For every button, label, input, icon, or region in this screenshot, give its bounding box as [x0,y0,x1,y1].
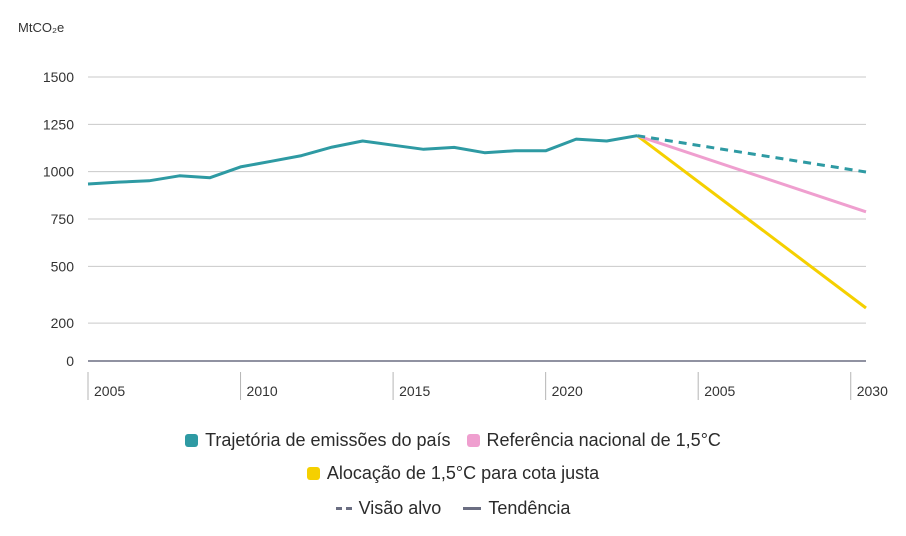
legend-row-2: Alocação de 1,5°C para cota justa [0,463,906,484]
y-tick-label: 1500 [43,69,74,85]
series-line-2 [636,134,867,214]
x-tick-label: 2005 [94,383,125,399]
y-unit-label: MtCO₂e [18,20,64,35]
y-tick-label: 1250 [43,116,74,132]
legend-label-trajectory: Trajetória de emissões do país [205,430,451,450]
legend-item-trajectory: Trajetória de emissões do país [185,430,451,451]
x-tick-label: 2010 [247,383,278,399]
x-axis: 2005 2010 2015 2020 2005 2030 [87,372,888,400]
x-tick-label: 2015 [399,383,430,399]
y-tick-label: 750 [51,211,75,227]
solid-line-icon [463,507,482,510]
series-lines [87,134,867,310]
legend-swatch-national-reference [466,434,480,447]
legend-swatch-trajectory [185,434,199,447]
y-tick-label: 500 [51,258,75,274]
series-line-0 [87,134,638,186]
y-tick-label: 200 [51,315,75,331]
series-line-3 [636,134,867,310]
gridlines [88,76,866,362]
legend-item-fair-share: Alocação de 1,5°C para cota justa [306,463,600,484]
x-tick-label: 2005 [704,383,735,399]
series-line-1 [636,134,867,174]
legend-label-target-vision: Visão alvo [358,498,442,518]
y-tick-label: 1000 [43,164,74,180]
legend-item-target-vision: Visão alvo [335,498,442,519]
legend-label-trend: Tendência [488,498,571,518]
y-tick-label: 0 [66,353,74,369]
legend-label-fair-share: Alocação de 1,5°C para cota justa [326,463,600,483]
x-tick-label: 2030 [857,383,888,399]
y-axis: 0 200 500 750 1000 1250 1500 [43,69,74,369]
legend-item-national-reference: Referência nacional de 1,5°C [466,430,721,451]
legend-swatch-fair-share [306,467,320,480]
x-tick-label: 2020 [552,383,583,399]
legend-label-national-reference: Referência nacional de 1,5°C [486,430,721,450]
legend-row-3: Visão alvo Tendência [0,498,906,519]
legend-item-trend: Tendência [463,498,570,519]
dashed-line-icon [335,507,352,510]
legend-row-1: Trajetória de emissões do país Referênci… [0,430,906,451]
